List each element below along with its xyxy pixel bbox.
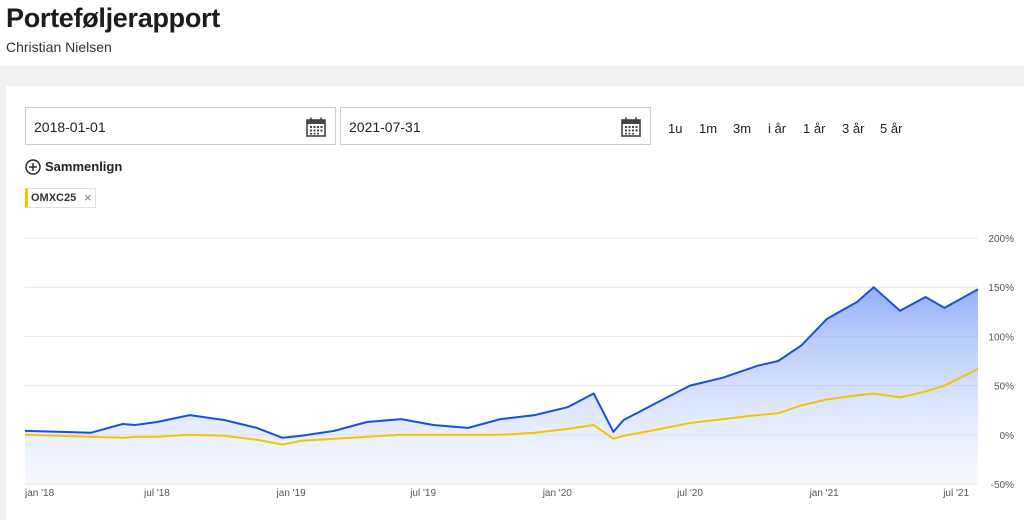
start-date-value: 2018-01-01 [34, 119, 106, 135]
y-tick-label: 50% [994, 382, 1014, 393]
x-tick-label: jan '19 [276, 488, 307, 499]
y-tick-label: -50% [991, 480, 1014, 491]
portfolio-line [24, 286, 979, 439]
compare-label: Sammenlign [45, 159, 123, 174]
x-tick-label: jul '19 [409, 488, 436, 499]
page-title: Porteføljerapport [6, 3, 220, 33]
x-tick-label: jan '20 [542, 488, 573, 499]
y-tick-label: 150% [988, 283, 1014, 294]
compare-chip-label: OMXC25 [31, 192, 77, 204]
series-area [25, 287, 978, 484]
x-tick-label: jul '20 [676, 488, 703, 499]
compare-chip-omxc25: OMXC25 × [25, 188, 96, 208]
period-1-year-button[interactable]: 1 år [803, 121, 826, 136]
period-3-months-button[interactable]: 3m [733, 121, 752, 136]
y-tick-label: 200% [988, 234, 1014, 245]
page-subtitle: Christian Nielsen [6, 39, 112, 55]
y-tick-label: 100% [988, 332, 1014, 343]
y-axis-labels: 200% 150% 100% 50% 0% -50% [988, 234, 1014, 491]
end-date-value: 2021-07-31 [349, 119, 421, 135]
chart-lines [24, 286, 979, 446]
x-axis-labels: jan '18 jul '18 jan '19 jul '19 jan '20 jul '… [24, 488, 969, 499]
period-ytd-button[interactable]: i år [768, 121, 787, 136]
period-3-years-button[interactable]: 3 år [842, 121, 865, 136]
page-header: Porteføljerapport Christian Nielsen [0, 0, 1024, 66]
x-tick-label: jul '18 [143, 488, 170, 499]
calendar-icon[interactable] [620, 116, 642, 138]
x-tick-label: jan '18 [24, 488, 55, 499]
y-tick-label: 0% [1000, 431, 1015, 442]
period-1-month-button[interactable]: 1m [699, 121, 718, 136]
x-tick-label: jan '21 [809, 488, 840, 499]
end-date-input[interactable]: 2021-07-31 [340, 107, 651, 145]
plus-circle-icon [25, 159, 41, 175]
close-icon[interactable]: × [84, 190, 92, 205]
start-date-input[interactable]: 2018-01-01 [25, 107, 336, 145]
calendar-icon[interactable] [305, 116, 327, 138]
benchmark-line [24, 368, 979, 446]
x-tick-label: jul '21 [942, 488, 969, 499]
chart-areas [25, 287, 978, 484]
period-5-years-button[interactable]: 5 år [880, 121, 903, 136]
period-1-week-button[interactable]: 1u [668, 121, 683, 136]
